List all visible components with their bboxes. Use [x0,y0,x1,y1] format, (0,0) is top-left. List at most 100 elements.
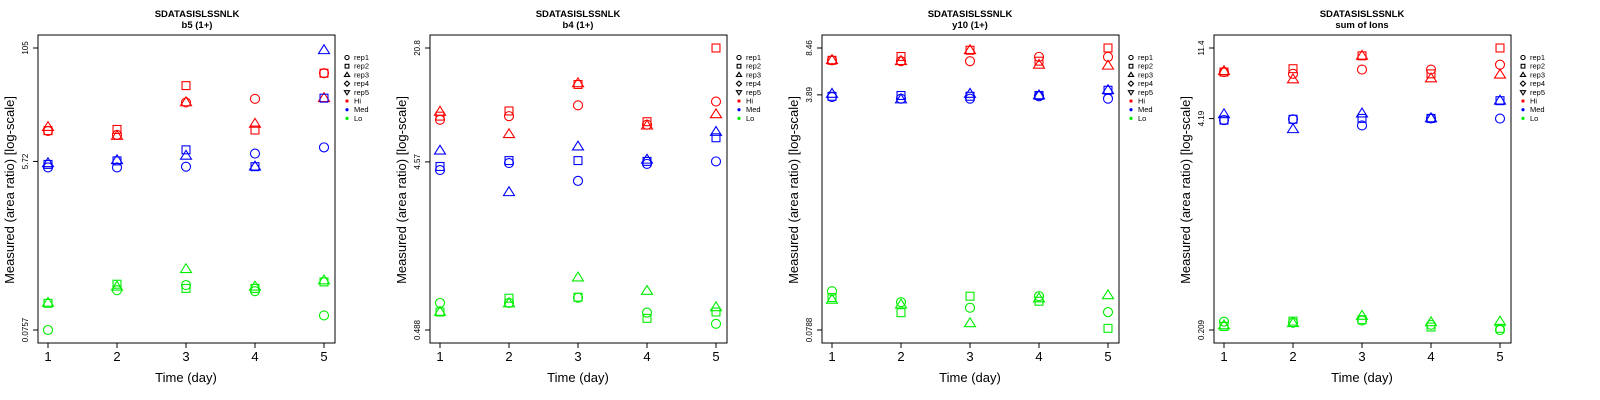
legend-label-lo: Lo [354,114,362,123]
data-point-med-rep3 [41,156,55,168]
legend-marker-med [1129,108,1133,112]
data-point-hi-rep2 [504,106,514,116]
chart-subtitle: y10 (1+) [952,20,988,31]
legend-marker-med [1521,108,1525,112]
data-point-lo-rep3 [1493,315,1507,326]
data-point-lo-rep3 [110,280,124,291]
data-point-lo-rep2 [965,291,975,301]
data-point-hi-rep1 [1033,51,1045,62]
data-point-med-rep3 [248,160,262,171]
data-point-med-rep1 [1494,113,1506,124]
legend-label-rep3: rep3 [1138,70,1153,79]
legend-label-rep3: rep3 [354,70,369,79]
data-point-med-rep1 [641,158,653,169]
data-point-med-rep3 [963,87,977,98]
data-point-lo-rep3 [41,296,55,307]
data-point-hi-rep1 [318,68,330,79]
data-point-hi-rep3 [1493,68,1507,79]
data-point-hi-rep3 [1424,71,1438,83]
chart-sum-of-ions-svg: SDATASISLSSNLK sum of Ions Time (day) Me… [1178,9,1545,385]
legend-label-hi: Hi [746,97,753,106]
data-point-med-rep1 [964,93,976,104]
legend-label-med: Med [746,105,761,114]
data-point-hi-rep3 [1101,59,1115,70]
data-point-lo-rep2 [181,283,191,293]
data-point-med-rep2 [319,93,329,103]
data-point-hi-rep1 [710,96,722,107]
data-point-lo-rep1 [318,310,330,321]
data-point-hi-rep3 [963,43,977,55]
x-tick-label: 3 [966,349,973,364]
legend-label-rep5: rep5 [1530,88,1545,97]
data-point-lo-rep1 [964,302,976,313]
legend-marker-hi [1129,99,1133,103]
legend-marker-rep1 [1520,54,1526,61]
data-point-med-rep3 [433,144,447,155]
data-point-med-rep3 [317,43,331,55]
legend-marker-rep3 [735,71,743,78]
data-point-med-rep1 [434,164,446,176]
data-point-med-rep3 [1493,94,1507,105]
legend-label-hi: Hi [1138,97,1145,106]
data-point-lo-rep1 [641,307,653,318]
y-axis-label: Measured (area ratio) [log-scale] [394,96,409,284]
chart-subtitle: b4 (1+) [563,20,594,31]
x-axis-label: Time (day) [939,370,1001,385]
legend-marker-rep1 [344,54,350,61]
data-point-med-rep3 [1355,107,1369,118]
chart-panel-b5: SDATASISLSSNLK b5 (1+) Time (day) Measur… [0,0,400,400]
data-point-med-rep2 [1219,115,1229,125]
x-axis-label: Time (day) [1331,370,1393,385]
y-axis-label: Measured (area ratio) [log-scale] [1178,96,1193,284]
data-point-hi-rep1 [249,93,261,104]
legend-label-med: Med [1530,105,1545,114]
data-point-med-rep2 [573,156,583,166]
data-point-med-rep3 [502,185,516,197]
y-tick-label: 0.0757 [21,317,30,342]
data-point-hi-rep3 [179,95,193,107]
data-point-med-rep1 [710,156,722,167]
data-point-lo-rep3 [433,305,447,316]
legend-label-rep5: rep5 [1138,88,1153,97]
legend-marker-med [737,108,741,112]
data-point-hi-rep2 [711,43,721,53]
data-point-lo-rep3 [1217,318,1231,330]
data-point-hi-rep3 [825,53,839,65]
data-point-hi-rep2 [1426,69,1436,79]
legend-marker-rep1 [736,54,742,61]
legend-label-rep2: rep2 [1530,62,1545,71]
legend-label-rep1: rep1 [354,53,369,62]
legend-marker-rep5 [1127,90,1135,96]
data-point-med-rep3 [1101,83,1115,95]
data-point-lo-rep3 [709,300,723,312]
legend-label-hi: Hi [354,97,361,106]
data-point-med-rep1 [111,162,123,173]
data-point-hi-rep1 [1218,67,1230,78]
data-point-hi-rep2 [1288,64,1298,74]
data-point-med-rep2 [435,161,445,171]
data-point-lo-rep3 [179,262,193,274]
data-point-med-rep2 [1357,113,1367,123]
x-tick-label: 5 [1496,349,1503,364]
chart-subtitle: sum of Ions [1335,20,1388,31]
x-tick-label: 2 [113,349,120,364]
legend-marker-rep3 [1127,71,1135,78]
plot-frame [429,34,728,344]
legend-marker-rep3 [343,71,351,78]
x-axis-label: Time (day) [547,370,609,385]
data-point-lo-rep2 [642,313,652,323]
x-tick-label: 3 [182,349,189,364]
y-tick-label: 105 [21,41,30,55]
legend-label-lo: Lo [1138,114,1146,123]
chart-title: SDATASISLSSNLK [536,9,621,20]
data-point-hi-rep1 [1287,68,1299,79]
data-point-med-rep1 [249,148,261,159]
data-point-med-rep1 [1218,115,1230,126]
y-tick-label: 11.4 [1197,40,1206,56]
legend-label-rep3: rep3 [1530,70,1545,79]
y-tick-label: 0.209 [1197,319,1206,340]
legend-label-rep4: rep4 [1530,79,1545,88]
